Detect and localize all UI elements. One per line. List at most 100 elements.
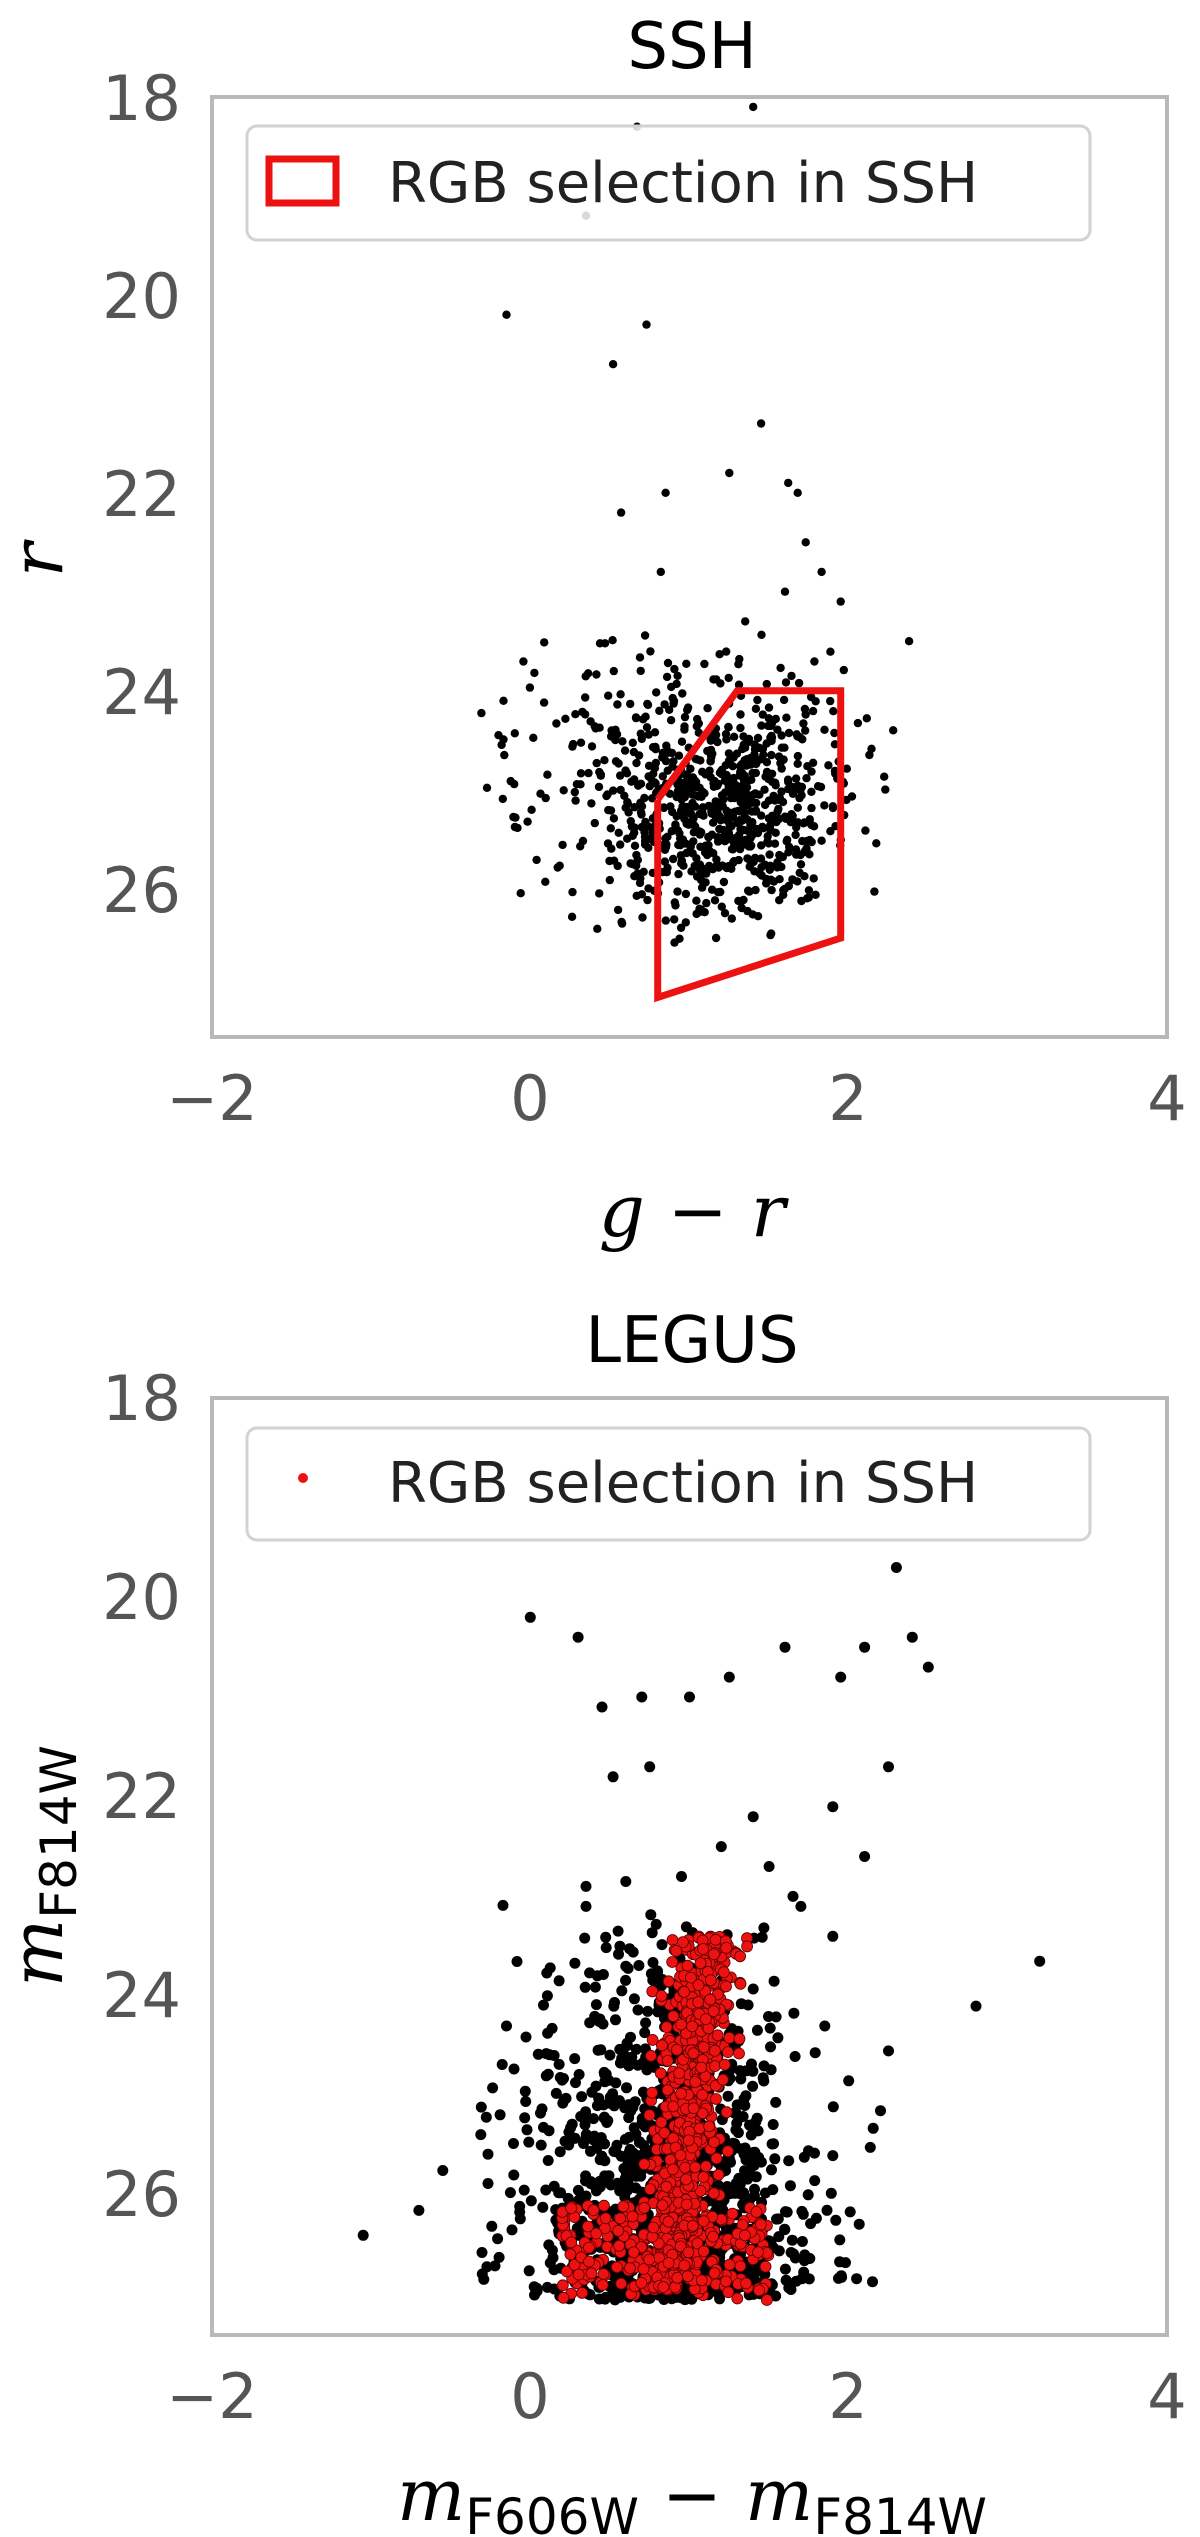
legus-star-point [770, 2011, 782, 2023]
legus-star-point [475, 2129, 487, 2141]
ssh-star-point [536, 789, 545, 798]
ssh-star-point [622, 769, 632, 778]
ssh-star-point [758, 710, 767, 719]
legus-star-point [639, 2027, 651, 2039]
legus-star-point [784, 2180, 796, 2192]
ssh-star-point [750, 750, 759, 759]
legus-star-point [598, 2111, 610, 2123]
legus-rgb-selection-point [709, 2060, 721, 2073]
ssh-star-point [576, 738, 586, 747]
legus-rgb-selection-point [615, 2277, 628, 2290]
legus-star-point [767, 2119, 779, 2130]
ssh-star-point [753, 733, 763, 743]
legus-star-point [766, 2164, 777, 2176]
legus-ytick-20: 20 [102, 1561, 181, 1634]
legus-outlier-point [779, 1641, 791, 1653]
ssh-star-point [760, 785, 769, 794]
legus-outlier-point [413, 2204, 425, 2216]
legus-star-point [735, 1998, 747, 2010]
legus-rgb-selection-point [646, 2086, 659, 2099]
legus-star-point [584, 1967, 596, 1979]
ssh-star-point [676, 834, 685, 843]
legus-star-point [555, 2187, 566, 2199]
legus-rgb-selection-point [565, 2202, 578, 2215]
legus-star-point [528, 2281, 540, 2293]
ssh-star-point [636, 729, 645, 738]
legus-rgb-selection-point [576, 2286, 588, 2299]
ssh-star-point [767, 929, 776, 938]
legus-star-point [867, 2276, 878, 2288]
ssh-star-point [766, 821, 775, 830]
legus-star-point [773, 2231, 785, 2243]
ssh-star-point [636, 666, 645, 676]
ssh-star-point [510, 729, 519, 738]
ssh-star-point [663, 863, 672, 872]
ssh-star-point [773, 725, 782, 734]
legus-star-point [621, 2037, 633, 2049]
ssh-star-point [757, 811, 766, 820]
ssh-star-point [809, 874, 818, 883]
ssh-star-point [600, 639, 610, 648]
ssh-star-point [680, 778, 689, 788]
legus-star-point [798, 2151, 810, 2163]
legus-star-point [600, 1931, 612, 1943]
ssh-star-point [842, 764, 851, 773]
legus-star-point [588, 2113, 599, 2125]
legus-star-point [554, 2146, 566, 2158]
legus-rgb-selection-point [707, 2230, 719, 2243]
legus-rgb-selection-point [662, 1975, 675, 1988]
legus-rgb-selection-point [734, 1977, 747, 1990]
legus-outlier-point [827, 2150, 839, 2162]
ssh-star-point [632, 850, 641, 860]
legus-outlier-point [835, 1671, 847, 1683]
legus-rgb-selection-point [670, 1945, 683, 1957]
legus-outlier-point [580, 1880, 592, 1892]
legus-rgb-selection-point [667, 2100, 680, 2113]
ssh-star-point [636, 779, 646, 788]
legus-rgb-selection-point [692, 1996, 705, 2008]
ssh-star-point [628, 859, 637, 869]
legus-rgb-selection-point [556, 2279, 569, 2292]
ssh-star-point [703, 841, 712, 851]
ssh-star-point [728, 762, 737, 771]
ssh-star-point [797, 896, 806, 906]
ssh-star-point [765, 863, 774, 872]
ssh-star-point [681, 918, 690, 927]
ssh-star-point [690, 776, 699, 785]
ssh-star-point [673, 887, 682, 896]
legus-outlier-point [607, 1771, 619, 1783]
ssh-star-point [699, 811, 708, 820]
legus-star-point [768, 1975, 780, 1987]
ssh-star-point [618, 737, 627, 746]
ssh-star-point [640, 832, 650, 842]
legus-star-point [579, 2119, 591, 2131]
legus-star-point [809, 2175, 821, 2187]
legus-rgb-selection-point [722, 2046, 734, 2059]
ssh-star-point [734, 680, 744, 689]
legus-rgb-selection-point [613, 2239, 625, 2252]
ssh-star-point [751, 704, 761, 713]
legus-rgb-selection-point [627, 2246, 640, 2259]
ssh-star-point [719, 877, 729, 887]
ssh-star-point [581, 672, 590, 681]
legus-xtick-0: 0 [510, 2360, 549, 2433]
ssh-star-point [757, 841, 766, 850]
legus-star-point [768, 2138, 779, 2150]
ssh-star-point [704, 801, 713, 811]
legus-star-point [611, 2139, 623, 2151]
ssh-star-point [708, 749, 717, 758]
legus-rgb-selection-point [617, 2200, 630, 2213]
ssh-star-point [683, 703, 693, 712]
ssh-star-point [628, 831, 637, 840]
legus-rgb-selection-point [695, 2061, 708, 2074]
ssh-outlier-point [904, 637, 914, 646]
ssh-star-point [477, 708, 486, 718]
ssh-panel: SSH RGB selection in SSH 18 20 22 24 26 … [0, 10, 1187, 1253]
legus-outlier-point [620, 1876, 632, 1887]
ssh-star-point [527, 805, 536, 814]
legus-rgb-selection-point [761, 2294, 773, 2306]
ssh-star-point [795, 868, 804, 877]
legus-rgb-selection-point [667, 2010, 680, 2023]
legus-star-point [480, 2111, 492, 2123]
ssh-outlier-point [836, 597, 845, 606]
